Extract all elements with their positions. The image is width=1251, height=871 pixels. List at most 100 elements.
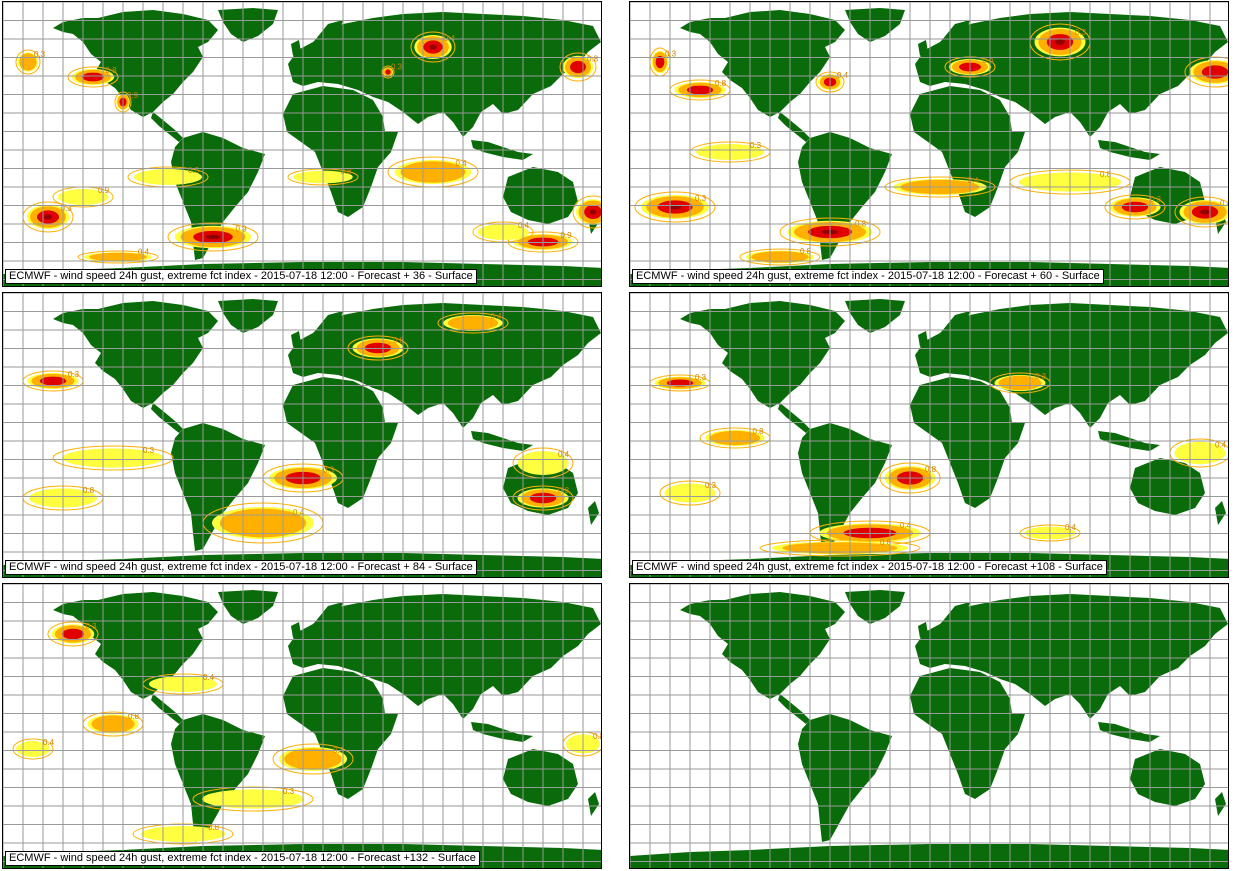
contour-level-2	[751, 251, 809, 263]
contour-label: 0.3	[68, 370, 80, 379]
lat-lon-grid	[3, 584, 601, 868]
contour-level-1	[77, 250, 159, 264]
contour-label: 0.8	[106, 66, 118, 75]
contour-label: 0.4	[138, 248, 150, 257]
landmass	[503, 167, 578, 224]
contour-label: 0.4	[900, 521, 912, 530]
contour-level-1	[739, 248, 821, 266]
contour-level-1	[15, 49, 41, 75]
landmass	[778, 112, 810, 142]
contour-level-4	[1200, 209, 1210, 215]
landmass	[918, 622, 928, 638]
contour-level-1	[634, 191, 716, 223]
contour-label: 0.8	[925, 465, 937, 474]
contour-label: 0.9	[127, 91, 139, 100]
contour-level-3	[1121, 201, 1149, 213]
contour-level-3	[39, 376, 67, 386]
contour-label: 0.4	[293, 508, 305, 517]
contour-level-1	[572, 195, 601, 229]
contour-level-3	[82, 72, 104, 82]
contour-level-1	[167, 222, 259, 252]
contour-level-3	[655, 55, 665, 69]
landmass	[942, 602, 970, 626]
landmass	[315, 311, 343, 335]
lat-lon-grid	[630, 293, 1228, 577]
contour-label: 0.8	[715, 79, 727, 88]
contour-level-2	[91, 715, 135, 733]
landmass	[588, 792, 599, 816]
contour-level-2	[709, 430, 761, 446]
landmass	[283, 668, 398, 799]
landmass	[171, 423, 265, 551]
contour-layer	[649, 372, 1228, 557]
contour-label: 0.3	[188, 166, 200, 175]
contour-label: 0.3	[323, 465, 335, 474]
contour-label: 0.8	[341, 167, 353, 176]
landmass	[291, 331, 301, 347]
contour-fill	[134, 169, 202, 185]
map-caption-4: ECMWF - wind speed 24h gust, extreme fct…	[632, 560, 1107, 575]
contour-level-3	[666, 379, 694, 387]
contour-level-1	[759, 539, 921, 557]
contour-label: 0.4	[1220, 199, 1229, 208]
contour-level-1	[410, 31, 456, 63]
map-caption-2: ECMWF - wind speed 24h gust, extreme fct…	[632, 269, 1104, 284]
landmass	[218, 590, 278, 624]
contour-label: 0.4	[491, 312, 503, 321]
contour-label: 0.8	[128, 712, 140, 721]
contour-level-2	[782, 542, 898, 554]
contour-level-2	[400, 161, 466, 183]
map-canvas-2: 0.30.80.40.30.80.40.30.80.40.30.80.40.30…	[630, 2, 1229, 286]
contour-label: 0.3	[391, 63, 403, 72]
landmass	[315, 20, 343, 44]
contour-fill	[1174, 441, 1226, 465]
contour-level-3	[686, 85, 714, 95]
contour-level-1	[52, 445, 174, 471]
contour-label: 0.4	[43, 738, 55, 747]
map-panel-4: 0.3 0.8 0.4 0.3 0.8 0.4 0.3 0.8 0.4 ECMWF - wind…	[629, 292, 1229, 578]
contour-label: 0.4	[983, 56, 995, 65]
contour-label: 0.3	[1035, 372, 1047, 381]
contour-label: 0.3	[61, 204, 73, 213]
contour-label: 0.8	[753, 427, 765, 436]
contour-level-1	[437, 312, 509, 334]
map-panel-6	[629, 583, 1229, 869]
landmass	[798, 423, 892, 551]
contour-label: 0.3	[1075, 28, 1087, 37]
contour-label: 0.3	[750, 141, 762, 150]
contour-fill	[16, 741, 50, 757]
landmass	[845, 8, 905, 42]
contour-label: 0.3	[1150, 195, 1162, 204]
contour-label: 0.8	[800, 247, 812, 256]
map-caption-3: ECMWF - wind speed 24h gust, extreme fct…	[5, 560, 477, 575]
contour-label: 0.4	[558, 450, 570, 459]
landmass	[53, 10, 218, 117]
lat-lon-grid	[3, 2, 601, 286]
landmass	[151, 694, 183, 724]
contour-level-4	[44, 214, 52, 220]
map-panel-5: 0.30.80.40.30.80.40.30.8 ECMWF - wind sp…	[2, 583, 602, 869]
contour-level-1	[47, 621, 99, 647]
landmass	[315, 602, 343, 626]
contour-label: 0.8	[393, 336, 405, 345]
contour-level-4	[1055, 39, 1065, 45]
map-panel-3: 0.30.80.40.30.80.40.30.80.40.3 ECMWF - w…	[2, 292, 602, 578]
contour-label: 0.3	[705, 481, 717, 490]
contour-label: 0.4	[456, 159, 468, 168]
contour-label: 0.8	[1100, 170, 1112, 179]
contour-label: 0.4	[1065, 523, 1077, 532]
landmass	[845, 299, 905, 333]
map-caption-1: ECMWF - wind speed 24h gust, extreme fct…	[5, 269, 477, 284]
contour-level-4	[429, 44, 437, 50]
contour-label: 0.4	[203, 673, 215, 682]
contour-level-3	[385, 69, 391, 75]
lat-lon-grid	[3, 293, 601, 577]
contour-label: 0.3	[695, 194, 707, 203]
landmass	[53, 592, 218, 699]
contour-label: 0.3	[695, 373, 707, 382]
map-canvas-6	[630, 584, 1228, 868]
landmass	[588, 501, 599, 525]
contour-level-2	[284, 748, 342, 770]
landmass	[918, 40, 928, 56]
map-canvas-3: 0.30.80.40.30.80.40.30.80.40.3	[3, 293, 601, 577]
